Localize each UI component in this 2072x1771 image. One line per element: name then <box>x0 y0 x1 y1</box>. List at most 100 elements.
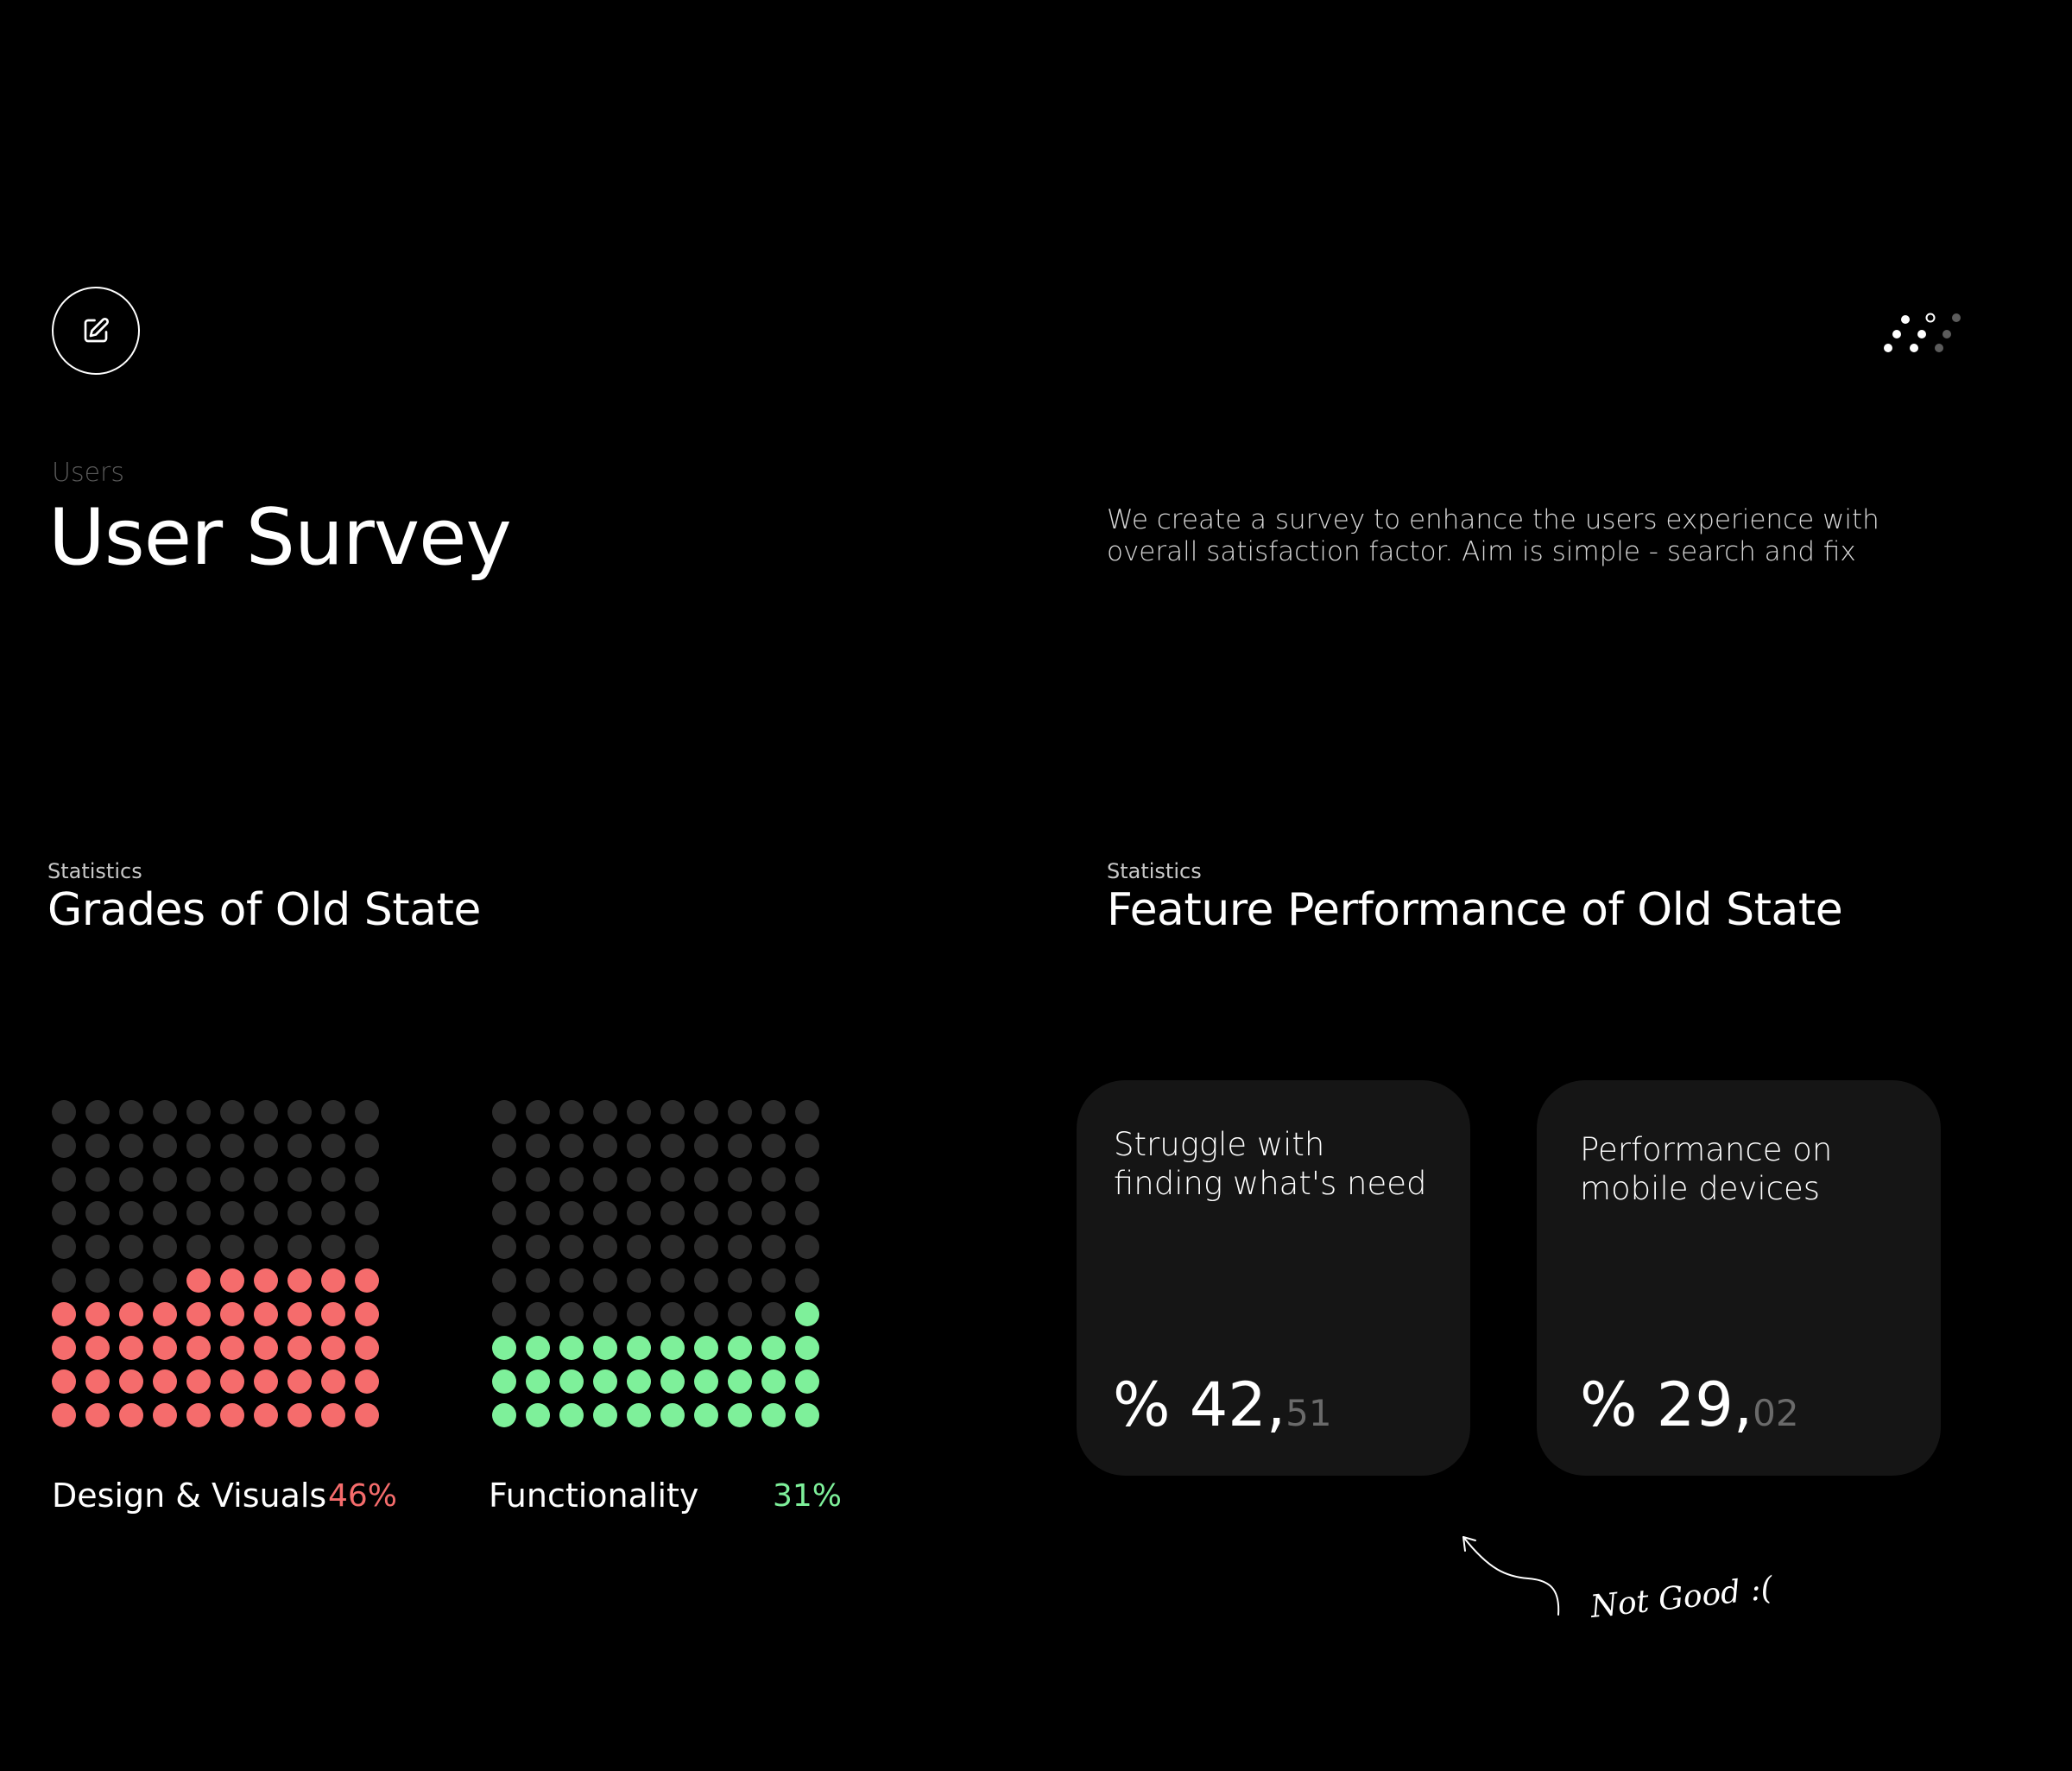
grades-section-title: Grades of Old State <box>47 884 481 936</box>
grade-dot-empty <box>153 1268 177 1293</box>
pencil-square-icon <box>84 317 110 343</box>
grade-dot-empty <box>761 1235 786 1259</box>
breadcrumb[interactable]: Users <box>52 458 125 488</box>
grade-dot-filled <box>627 1336 651 1360</box>
grade-dot-filled <box>660 1369 685 1394</box>
grade-dot-filled <box>492 1336 516 1360</box>
grade-dot-empty <box>321 1134 345 1158</box>
grade-dot-empty <box>795 1167 819 1192</box>
feature-card-text: Performance on mobile devices <box>1580 1131 1833 1207</box>
grade-dot-filled <box>254 1336 278 1360</box>
grade-dot-empty <box>694 1100 718 1124</box>
grade-dot-filled <box>287 1336 312 1360</box>
grade-dot-filled <box>795 1302 819 1326</box>
grade-dot-empty <box>728 1302 752 1326</box>
grade-dot-empty <box>85 1100 110 1124</box>
grade-dot-empty <box>627 1235 651 1259</box>
grade-dot-empty <box>559 1235 584 1259</box>
grade-dot-empty <box>559 1167 584 1192</box>
grade-dot-filled <box>153 1369 177 1394</box>
feature-card-mobile[interactable]: Performance on mobile devices % 29,02 <box>1537 1080 1941 1476</box>
grade-dot-filled <box>593 1403 617 1427</box>
grade-dot-empty <box>153 1167 177 1192</box>
grade-dot-empty <box>52 1201 76 1225</box>
grade-dot-empty <box>220 1235 244 1259</box>
grade-dot-empty <box>85 1201 110 1225</box>
grade-dot-filled <box>186 1302 211 1326</box>
grade-dot-filled <box>321 1302 345 1326</box>
feature-card-value-decimal: 51 <box>1286 1392 1332 1434</box>
grade-dot-empty <box>492 1235 516 1259</box>
grade-dot-empty <box>660 1302 685 1326</box>
grade-dot-empty <box>627 1201 651 1225</box>
grade-dot-filled <box>355 1268 379 1293</box>
grade-dot-empty <box>627 1100 651 1124</box>
grade-dot-filled <box>355 1369 379 1394</box>
grade-dot-empty <box>795 1134 819 1158</box>
grade-dot-filled <box>795 1369 819 1394</box>
grade-dot-filled <box>85 1369 110 1394</box>
grade-dot-empty <box>728 1167 752 1192</box>
grade-dot-empty <box>593 1302 617 1326</box>
grade-dot-filled <box>526 1369 550 1394</box>
grade-dot-empty <box>526 1268 550 1293</box>
grade-dot-filled <box>660 1403 685 1427</box>
grade-dot-empty <box>492 1201 516 1225</box>
grade-dot-empty <box>52 1167 76 1192</box>
grade-dot-filled <box>694 1369 718 1394</box>
grades-section-tag: Statistics <box>47 859 142 883</box>
feature-card-value-decimal: 02 <box>1753 1392 1799 1434</box>
grade-dot-empty <box>728 1201 752 1225</box>
grade-dot-empty <box>287 1134 312 1158</box>
grade-dot-empty <box>559 1201 584 1225</box>
grade-dot-empty <box>526 1134 550 1158</box>
dot-grid-functionality <box>492 1100 819 1427</box>
grade-dot-empty <box>254 1235 278 1259</box>
grade-dot-filled <box>660 1336 685 1360</box>
grade-dot-filled <box>559 1403 584 1427</box>
grade-dot-empty <box>321 1100 345 1124</box>
grade-dot-filled <box>186 1268 211 1293</box>
grade-dot-empty <box>559 1268 584 1293</box>
grade-dot-empty <box>627 1302 651 1326</box>
edit-button[interactable] <box>52 287 140 375</box>
grade-dot-empty <box>694 1268 718 1293</box>
grade-dot-filled <box>287 1403 312 1427</box>
grade-dot-empty <box>761 1302 786 1326</box>
grade-dot-empty <box>728 1100 752 1124</box>
grade-dot-filled <box>119 1369 143 1394</box>
grade-dot-filled <box>85 1403 110 1427</box>
features-section-tag: Statistics <box>1107 859 1202 883</box>
grade-dot-empty <box>593 1201 617 1225</box>
grade-dot-empty <box>355 1235 379 1259</box>
grade-dot-empty <box>186 1201 211 1225</box>
grade-dot-empty <box>153 1134 177 1158</box>
grade-dot-empty <box>526 1235 550 1259</box>
grade-dot-filled <box>52 1302 76 1326</box>
feature-card-finding[interactable]: Struggle with finding what's need % 42,5… <box>1077 1080 1470 1476</box>
grade-dot-filled <box>52 1403 76 1427</box>
grade-dot-filled <box>321 1403 345 1427</box>
grade-dot-empty <box>660 1235 685 1259</box>
grade-dot-empty <box>660 1201 685 1225</box>
grade-dot-empty <box>119 1134 143 1158</box>
feature-card-text: Struggle with finding what's need <box>1114 1126 1427 1202</box>
grade-dot-empty <box>355 1201 379 1225</box>
grade-label-functionality: Functionality <box>489 1477 699 1515</box>
feature-card-value-main: % 42, <box>1113 1369 1286 1440</box>
grade-dot-empty <box>186 1134 211 1158</box>
grade-dot-empty <box>287 1167 312 1192</box>
grade-percent-functionality: 31% <box>773 1478 843 1514</box>
grade-dot-empty <box>795 1268 819 1293</box>
grade-dot-filled <box>254 1302 278 1326</box>
grade-dot-empty <box>660 1100 685 1124</box>
grade-dot-empty <box>220 1167 244 1192</box>
grade-dot-empty <box>761 1167 786 1192</box>
grade-dot-empty <box>85 1268 110 1293</box>
grade-dot-empty <box>761 1100 786 1124</box>
grade-dot-empty <box>660 1268 685 1293</box>
grade-dot-empty <box>526 1201 550 1225</box>
grade-dot-filled <box>254 1403 278 1427</box>
grade-dot-filled <box>492 1403 516 1427</box>
grade-dot-filled <box>186 1369 211 1394</box>
